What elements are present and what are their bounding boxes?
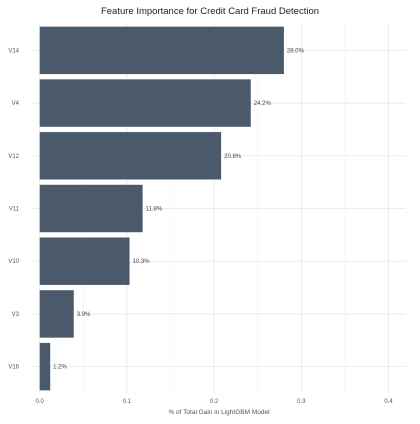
x-axis-tick-labels: 0.0 0.1 0.2 0.3 0.4 <box>36 399 394 405</box>
bars: 28.0% 24.2% 20.8% 11.8% 10.3% 3.9% 1.2% <box>39 26 305 391</box>
x-tick-label: 0.3 <box>297 399 306 405</box>
bar-v11 <box>39 184 143 233</box>
data-label-v14: 28.0% <box>287 48 305 54</box>
bar-v4 <box>39 79 251 127</box>
y-tick-label-v14: V14 <box>8 48 19 54</box>
y-tick-label-v3: V3 <box>12 312 20 318</box>
x-tick-label: 0.0 <box>36 399 45 405</box>
chart-title: Feature Importance for Credit Card Fraud… <box>101 6 319 17</box>
y-tick-label-v10: V10 <box>8 259 19 265</box>
data-label-v3: 3.9% <box>77 312 91 318</box>
data-label-v16: 1.2% <box>53 365 67 371</box>
x-axis-title: % of Total Gain in LightGBM Model <box>168 409 270 416</box>
data-label-v4: 24.2% <box>254 101 272 107</box>
y-tick-label-v12: V12 <box>8 154 19 160</box>
bar-v3 <box>39 290 74 338</box>
bar-v14 <box>39 26 284 75</box>
x-tick-label: 0.4 <box>384 399 393 405</box>
bar-v16 <box>39 342 51 391</box>
data-label-v10: 10.3% <box>133 259 151 265</box>
bar-v10 <box>39 237 130 285</box>
y-tick-label-v11: V11 <box>9 207 20 213</box>
y-axis-tick-labels: V14 V4 V12 V11 V10 V3 V16 <box>8 48 19 370</box>
data-label-v12: 20.8% <box>224 154 242 160</box>
y-tick-label-v4: V4 <box>12 101 20 107</box>
x-tick-label: 0.1 <box>123 399 132 405</box>
bar-v12 <box>39 132 222 180</box>
x-tick-label: 0.2 <box>210 399 219 405</box>
data-label-v11: 11.8% <box>146 207 163 213</box>
y-tick-label-v16: V16 <box>8 365 19 371</box>
